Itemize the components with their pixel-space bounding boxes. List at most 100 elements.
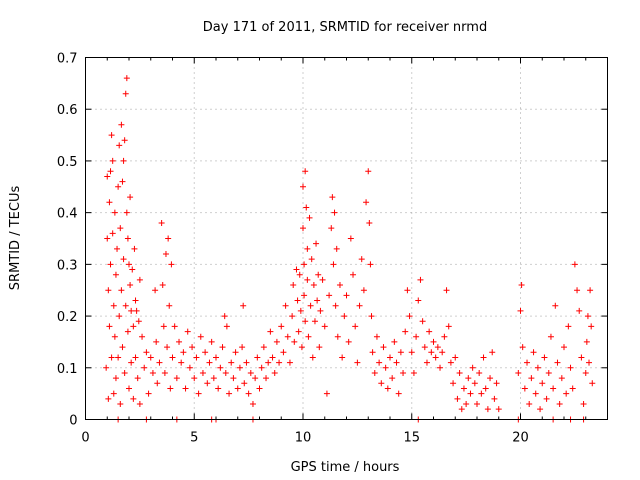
data-point: [263, 375, 270, 382]
data-point: [129, 266, 136, 273]
data-point: [356, 302, 363, 309]
data-point: [404, 287, 411, 294]
data-point: [254, 354, 261, 361]
data-point: [208, 338, 215, 345]
data-point: [104, 173, 111, 180]
data-point: [302, 318, 309, 325]
data-point: [256, 385, 263, 392]
data-point: [202, 349, 209, 356]
data-point: [260, 344, 267, 351]
data-point: [126, 261, 132, 268]
y-tick-label: 0: [69, 414, 77, 429]
data-point: [269, 354, 276, 361]
data-point: [539, 380, 546, 387]
data-point: [530, 349, 537, 356]
data-point: [112, 271, 119, 278]
data-point: [421, 344, 428, 351]
data-point: [241, 380, 248, 387]
data-point: [173, 375, 180, 382]
data-point: [367, 261, 374, 268]
data-point: [145, 390, 152, 397]
y-tick-label: 0.3: [57, 258, 78, 273]
data-point: [343, 292, 350, 299]
data-point: [326, 292, 333, 299]
data-point: [484, 406, 491, 413]
data-point: [258, 364, 265, 371]
data-point: [518, 282, 525, 289]
data-point: [545, 369, 552, 376]
data-point: [565, 323, 572, 330]
data-point: [526, 400, 533, 407]
data-point: [116, 313, 123, 320]
data-point: [132, 354, 139, 361]
data-point: [111, 209, 118, 216]
data-point: [213, 354, 219, 361]
data-point: [558, 375, 565, 382]
data-point: [569, 385, 576, 392]
data-point: [474, 400, 480, 407]
data-point: [547, 333, 554, 340]
data-point: [267, 328, 274, 335]
data-point: [304, 245, 311, 252]
data-point: [482, 385, 489, 392]
data-point: [376, 359, 383, 366]
data-point: [247, 369, 254, 376]
data-point: [178, 359, 185, 366]
data-point: [193, 354, 200, 361]
data-point: [120, 256, 127, 263]
data-point: [580, 400, 587, 407]
data-point: [154, 380, 161, 387]
data-point: [289, 313, 296, 320]
y-tick-label: 0.7: [57, 52, 78, 67]
y-tick-label: 0.2: [57, 310, 78, 325]
data-point: [118, 287, 125, 294]
data-point: [156, 359, 163, 366]
data-point: [491, 395, 498, 402]
data-point: [230, 375, 237, 382]
data-point: [393, 359, 400, 366]
data-point: [493, 380, 500, 387]
data-point: [127, 194, 134, 201]
data-point: [550, 385, 557, 392]
data-point: [106, 323, 113, 330]
data-point: [228, 359, 235, 366]
data-point: [121, 137, 128, 144]
y-tick-label: 0.1: [57, 362, 78, 377]
data-point: [323, 390, 330, 397]
data-point: [133, 307, 140, 314]
data-point: [158, 219, 165, 226]
data-point: [437, 364, 444, 371]
data-point: [310, 282, 317, 289]
data-point: [588, 323, 595, 330]
data-points: [103, 75, 596, 423]
data-point: [556, 400, 563, 407]
data-point: [226, 390, 233, 397]
data-point: [350, 271, 357, 278]
data-point: [116, 142, 123, 149]
data-point: [319, 276, 326, 283]
data-point: [234, 385, 241, 392]
data-point: [371, 369, 378, 376]
data-point: [561, 344, 567, 351]
data-point: [167, 385, 174, 392]
data-point: [563, 390, 570, 397]
data-point: [182, 385, 189, 392]
data-point: [276, 359, 283, 366]
data-point: [430, 338, 437, 345]
data-point: [106, 199, 113, 206]
data-point: [471, 380, 478, 387]
data-point: [460, 385, 467, 392]
data-point: [128, 307, 135, 314]
data-point: [467, 390, 474, 397]
x-tick-label: 10: [295, 431, 312, 446]
data-point: [330, 261, 337, 268]
data-point: [131, 245, 138, 252]
data-point: [300, 183, 306, 190]
data-point: [415, 297, 422, 304]
data-point: [345, 338, 352, 345]
data-point: [582, 369, 589, 376]
data-point: [303, 204, 310, 211]
data-point: [368, 313, 375, 320]
data-point: [354, 359, 361, 366]
data-point: [537, 406, 544, 413]
